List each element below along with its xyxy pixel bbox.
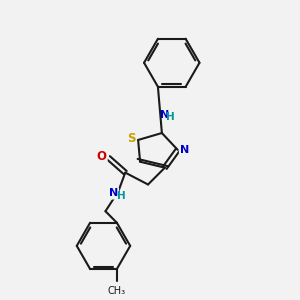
- Text: O: O: [97, 150, 106, 163]
- Text: S: S: [127, 133, 135, 146]
- Text: N: N: [180, 145, 189, 155]
- Text: N: N: [160, 110, 169, 119]
- Text: H: H: [117, 191, 126, 201]
- Text: CH₃: CH₃: [108, 286, 126, 296]
- Text: H: H: [166, 112, 175, 122]
- Text: N: N: [109, 188, 118, 198]
